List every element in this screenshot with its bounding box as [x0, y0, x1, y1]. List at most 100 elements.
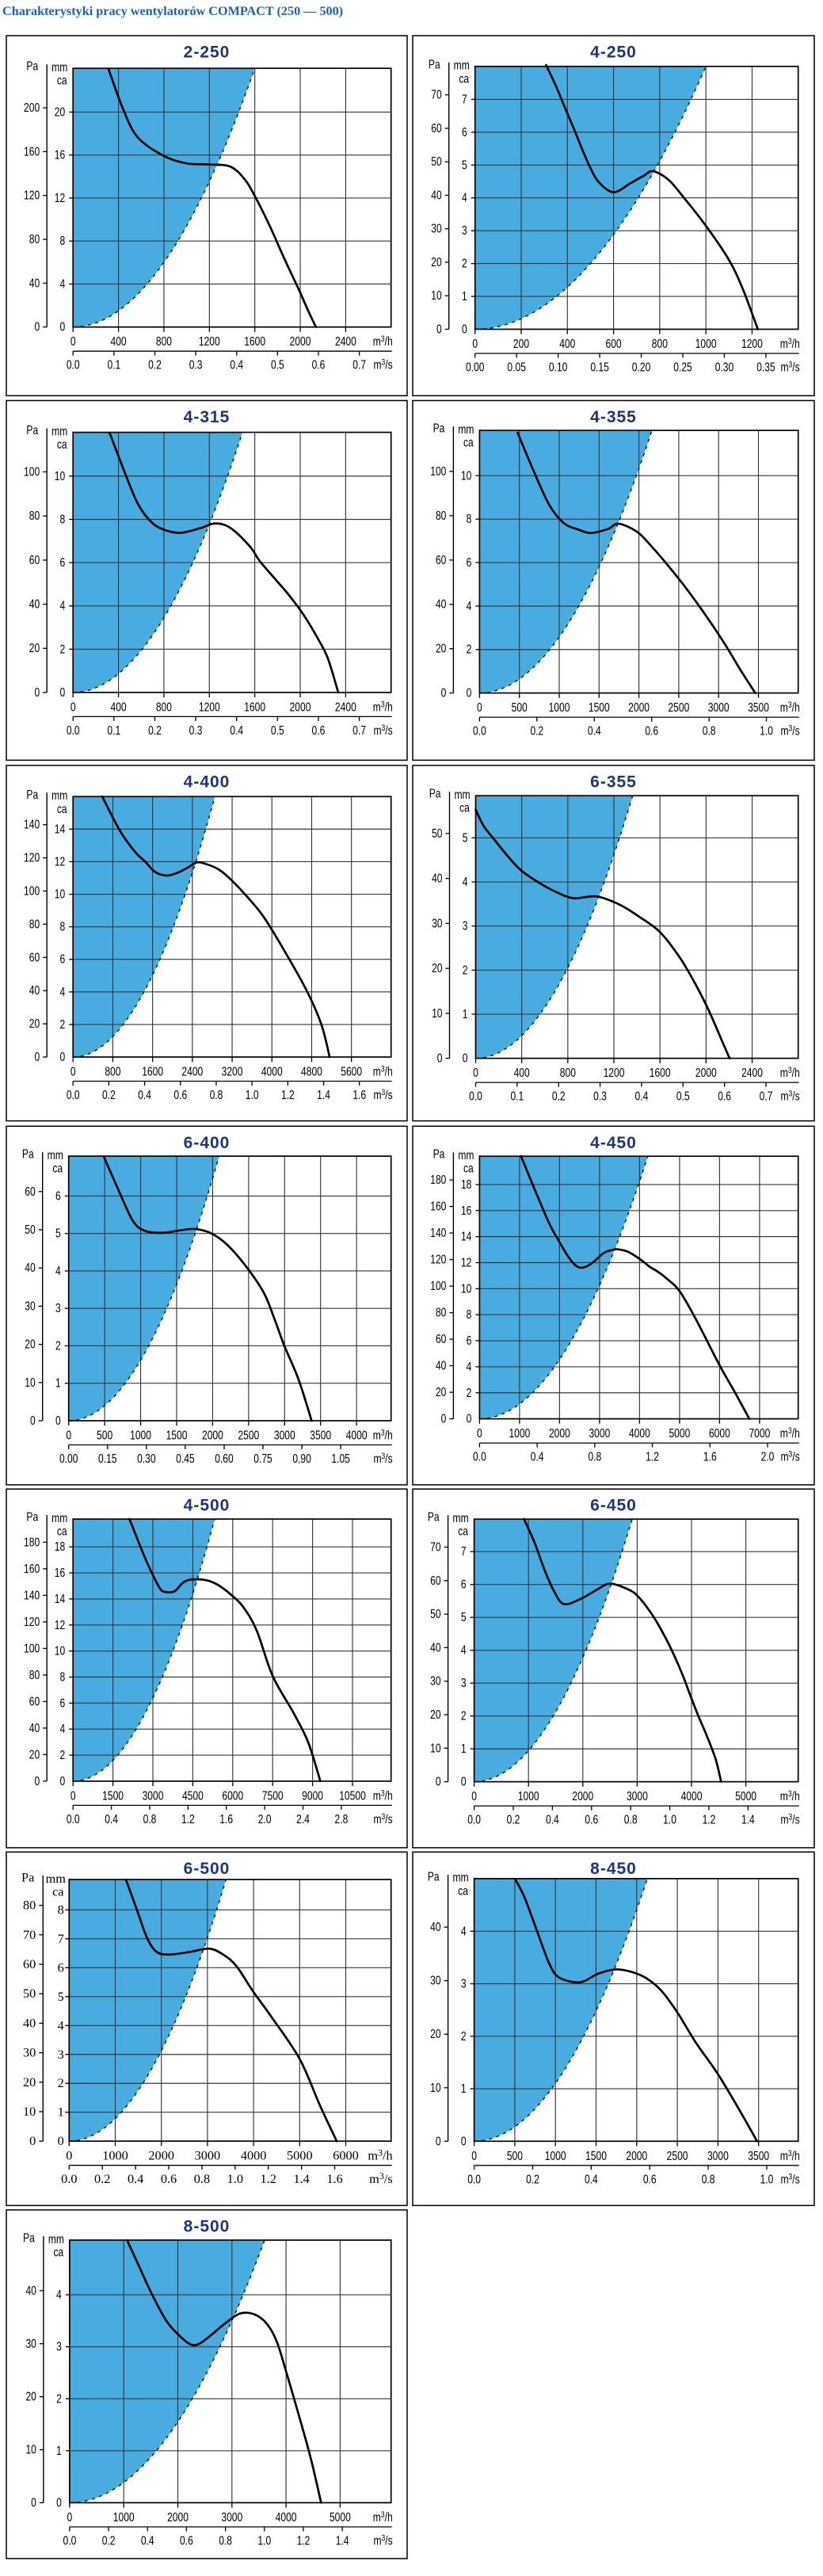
svg-text:400: 400: [110, 700, 126, 714]
svg-text:4: 4: [59, 1722, 65, 1736]
svg-text:0.8: 0.8: [703, 723, 716, 738]
svg-text:500: 500: [507, 2148, 523, 2162]
svg-text:0.75: 0.75: [253, 1452, 272, 1466]
svg-text:Pa: Pa: [428, 1869, 440, 1883]
svg-text:m3/s: m3/s: [780, 1449, 799, 1464]
svg-text:Pa: Pa: [433, 421, 445, 435]
svg-text:140: 140: [24, 1588, 40, 1602]
svg-text:0: 0: [461, 2134, 467, 2148]
svg-text:6: 6: [467, 555, 472, 570]
svg-text:2: 2: [55, 1338, 61, 1353]
svg-text:1500: 1500: [585, 2148, 607, 2162]
svg-text:60: 60: [29, 1694, 40, 1708]
svg-text:7000: 7000: [749, 1426, 770, 1441]
svg-text:3000: 3000: [143, 1788, 164, 1803]
svg-text:3000: 3000: [627, 1789, 648, 1803]
svg-text:mm: mm: [51, 788, 67, 803]
svg-text:0: 0: [471, 1789, 477, 1803]
svg-text:1.4: 1.4: [336, 2533, 349, 2547]
svg-text:0.7: 0.7: [352, 357, 366, 372]
svg-text:20: 20: [25, 1337, 36, 1351]
svg-text:200: 200: [513, 337, 529, 351]
svg-text:100: 100: [24, 464, 40, 479]
svg-text:40: 40: [430, 1920, 441, 1934]
svg-text:3000: 3000: [221, 2510, 242, 2524]
svg-text:6: 6: [55, 1189, 61, 1203]
svg-text:10: 10: [430, 2080, 441, 2094]
svg-text:3: 3: [55, 1301, 61, 1315]
svg-text:30: 30: [23, 2045, 36, 2060]
svg-text:6: 6: [59, 555, 65, 570]
svg-text:0.6: 0.6: [161, 2171, 177, 2186]
svg-text:40: 40: [25, 2283, 36, 2297]
svg-text:0.5: 0.5: [271, 723, 284, 737]
svg-text:200: 200: [24, 101, 40, 115]
svg-text:mm: mm: [46, 1871, 67, 1886]
svg-text:8: 8: [59, 512, 65, 526]
svg-text:4: 4: [59, 984, 65, 998]
svg-text:0.4: 0.4: [141, 2533, 154, 2547]
svg-text:0: 0: [467, 1411, 472, 1425]
svg-text:2.8: 2.8: [334, 1811, 348, 1826]
svg-text:2000: 2000: [549, 1426, 570, 1441]
svg-text:m3/s: m3/s: [373, 2533, 392, 2547]
svg-text:1.6: 1.6: [326, 2171, 342, 2186]
svg-text:140: 140: [24, 817, 40, 831]
svg-text:2: 2: [462, 256, 467, 270]
svg-text:12: 12: [55, 190, 66, 204]
svg-text:160: 160: [24, 1561, 40, 1575]
svg-text:ca: ca: [463, 1161, 474, 1175]
svg-text:ca: ca: [459, 71, 469, 86]
svg-text:0.90: 0.90: [292, 1452, 311, 1466]
svg-text:2400: 2400: [335, 700, 356, 714]
svg-text:Pa: Pa: [21, 1870, 34, 1885]
svg-text:m3/s: m3/s: [373, 1452, 392, 1466]
svg-text:m3/s: m3/s: [780, 1089, 799, 1103]
svg-text:70: 70: [431, 87, 442, 101]
svg-text:0: 0: [34, 685, 40, 699]
svg-text:5000: 5000: [287, 2148, 313, 2163]
svg-text:10: 10: [432, 1006, 443, 1020]
svg-text:mm: mm: [454, 58, 470, 72]
svg-text:m3/h: m3/h: [780, 1789, 800, 1803]
svg-text:12: 12: [461, 1255, 472, 1269]
svg-text:0: 0: [477, 700, 482, 715]
svg-text:1.6: 1.6: [219, 1811, 233, 1826]
svg-text:20: 20: [431, 254, 442, 269]
svg-text:0: 0: [66, 2148, 72, 2163]
svg-text:2: 2: [463, 963, 468, 977]
svg-text:4000: 4000: [346, 1428, 368, 1442]
svg-text:0.60: 0.60: [215, 1452, 234, 1466]
svg-text:3000: 3000: [708, 700, 730, 715]
svg-text:0.6: 0.6: [173, 1088, 187, 1102]
svg-text:0.2: 0.2: [94, 2171, 110, 2186]
svg-text:50: 50: [23, 1986, 36, 2001]
svg-text:mm: mm: [458, 422, 474, 437]
svg-text:140: 140: [430, 1226, 446, 1240]
svg-text:m3/s: m3/s: [373, 357, 392, 372]
svg-text:0: 0: [56, 2495, 62, 2509]
svg-text:60: 60: [29, 552, 40, 567]
svg-text:0.4: 0.4: [635, 1089, 649, 1103]
svg-text:500: 500: [512, 700, 528, 715]
svg-text:ca: ca: [458, 1883, 468, 1898]
svg-text:0.30: 0.30: [715, 360, 734, 374]
svg-text:2: 2: [56, 2391, 62, 2406]
svg-text:0.6: 0.6: [645, 723, 658, 738]
svg-text:0.10: 0.10: [549, 360, 568, 374]
svg-text:2000: 2000: [290, 700, 311, 714]
svg-text:4: 4: [461, 1924, 467, 1938]
svg-text:mm: mm: [51, 60, 67, 74]
svg-text:2: 2: [58, 2075, 64, 2090]
svg-text:16: 16: [55, 1566, 66, 1580]
svg-text:3: 3: [461, 1976, 467, 1990]
svg-text:10: 10: [25, 1375, 36, 1389]
svg-text:12: 12: [55, 854, 66, 868]
svg-text:1000: 1000: [545, 2148, 566, 2162]
svg-text:4000: 4000: [629, 1426, 650, 1441]
svg-text:1.05: 1.05: [331, 1452, 350, 1466]
svg-text:2.4: 2.4: [296, 1811, 310, 1826]
svg-text:6: 6: [58, 1960, 64, 1975]
svg-text:0.3: 0.3: [189, 357, 203, 372]
svg-text:30: 30: [430, 1973, 441, 1987]
